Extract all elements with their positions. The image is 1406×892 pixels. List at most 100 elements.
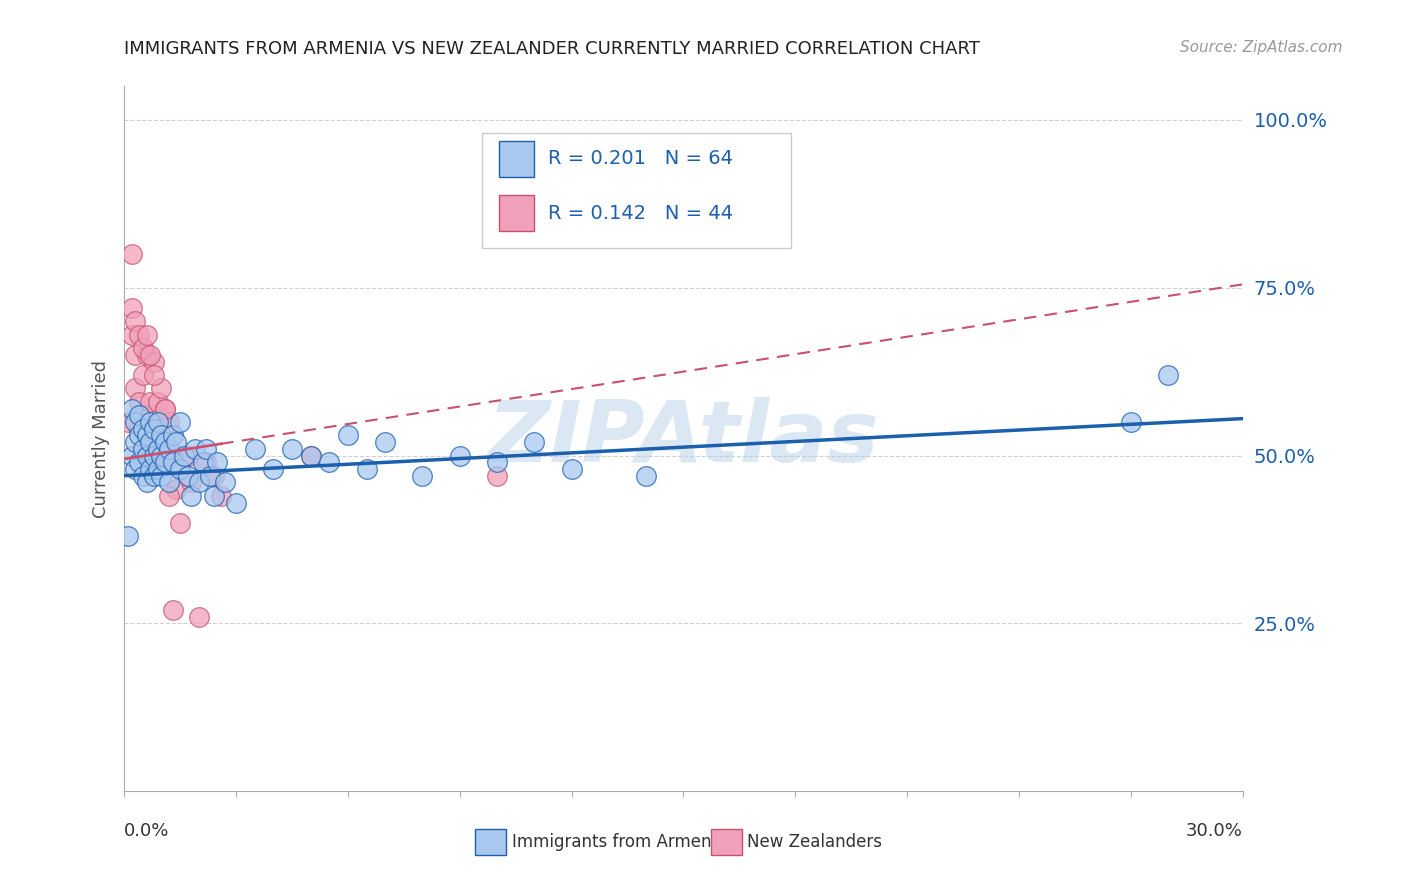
Point [485,455,508,469]
Point [150,449,173,463]
Point [132,409,155,423]
Point [636,468,658,483]
Point [143,354,166,368]
Point [124,381,146,395]
Point [225,495,247,509]
Point [135,348,157,362]
Point [132,341,155,355]
Point [281,442,304,456]
Point [128,455,150,469]
Text: 30.0%: 30.0% [1185,822,1243,840]
Point [411,468,433,483]
Point [121,449,143,463]
Point [124,462,146,476]
Point [124,314,146,328]
Point [117,529,139,543]
Point [139,462,162,476]
Point [162,428,184,442]
Point [187,609,209,624]
Point [176,468,198,483]
Point [155,435,177,450]
Point [128,394,150,409]
Point [195,442,218,456]
Point [128,428,150,442]
Point [121,401,143,416]
Point [187,475,209,490]
Point [209,489,232,503]
Point [150,435,173,450]
Point [146,394,169,409]
Point [299,449,322,463]
Point [132,468,155,483]
Point [139,449,162,463]
Point [132,368,155,382]
Point [139,435,162,450]
Point [121,301,143,315]
Point [146,422,169,436]
Point [150,468,173,483]
Point [135,449,157,463]
Point [180,475,202,490]
Point [184,442,207,456]
Point [150,449,173,463]
Point [135,435,157,450]
Text: ZIPAtlas: ZIPAtlas [488,397,879,480]
Point [1157,368,1180,382]
Text: 0.0%: 0.0% [124,822,170,840]
Point [155,401,177,416]
Point [162,603,184,617]
Point [128,422,150,436]
Text: Immigrants from Armenia: Immigrants from Armenia [512,833,725,851]
Point [1119,415,1142,429]
Point [157,415,180,429]
Point [150,381,173,395]
Point [135,475,157,490]
Point [165,482,187,496]
Point [157,442,180,456]
Point [121,247,143,261]
Point [132,422,155,436]
Point [449,449,471,463]
Point [128,409,150,423]
Point [124,348,146,362]
Point [299,449,322,463]
Point [195,455,218,469]
Point [198,468,221,483]
Point [202,489,225,503]
Point [523,435,546,450]
Point [214,475,236,490]
Point [150,428,173,442]
Point [336,428,359,442]
Point [143,368,166,382]
Point [162,449,184,463]
Point [165,435,187,450]
Point [146,442,169,456]
Text: R = 0.142   N = 44: R = 0.142 N = 44 [548,203,734,223]
Point [143,462,166,476]
Point [157,489,180,503]
Point [146,415,169,429]
Point [143,422,166,436]
Point [485,468,508,483]
Point [124,415,146,429]
Point [202,468,225,483]
Point [128,327,150,342]
Point [169,462,191,476]
Point [146,462,169,476]
Point [132,442,155,456]
Point [146,462,169,476]
Point [139,415,162,429]
Point [262,462,284,476]
Text: New Zealanders: New Zealanders [748,833,883,851]
Point [157,475,180,490]
Point [143,449,166,463]
Text: R = 0.201   N = 64: R = 0.201 N = 64 [548,149,733,169]
Point [356,462,378,476]
Text: Source: ZipAtlas.com: Source: ZipAtlas.com [1180,40,1343,55]
Point [207,455,229,469]
Point [374,435,396,450]
Point [121,327,143,342]
Text: IMMIGRANTS FROM ARMENIA VS NEW ZEALANDER CURRENTLY MARRIED CORRELATION CHART: IMMIGRANTS FROM ARMENIA VS NEW ZEALANDER… [124,40,980,58]
Point [162,455,184,469]
Point [318,455,340,469]
